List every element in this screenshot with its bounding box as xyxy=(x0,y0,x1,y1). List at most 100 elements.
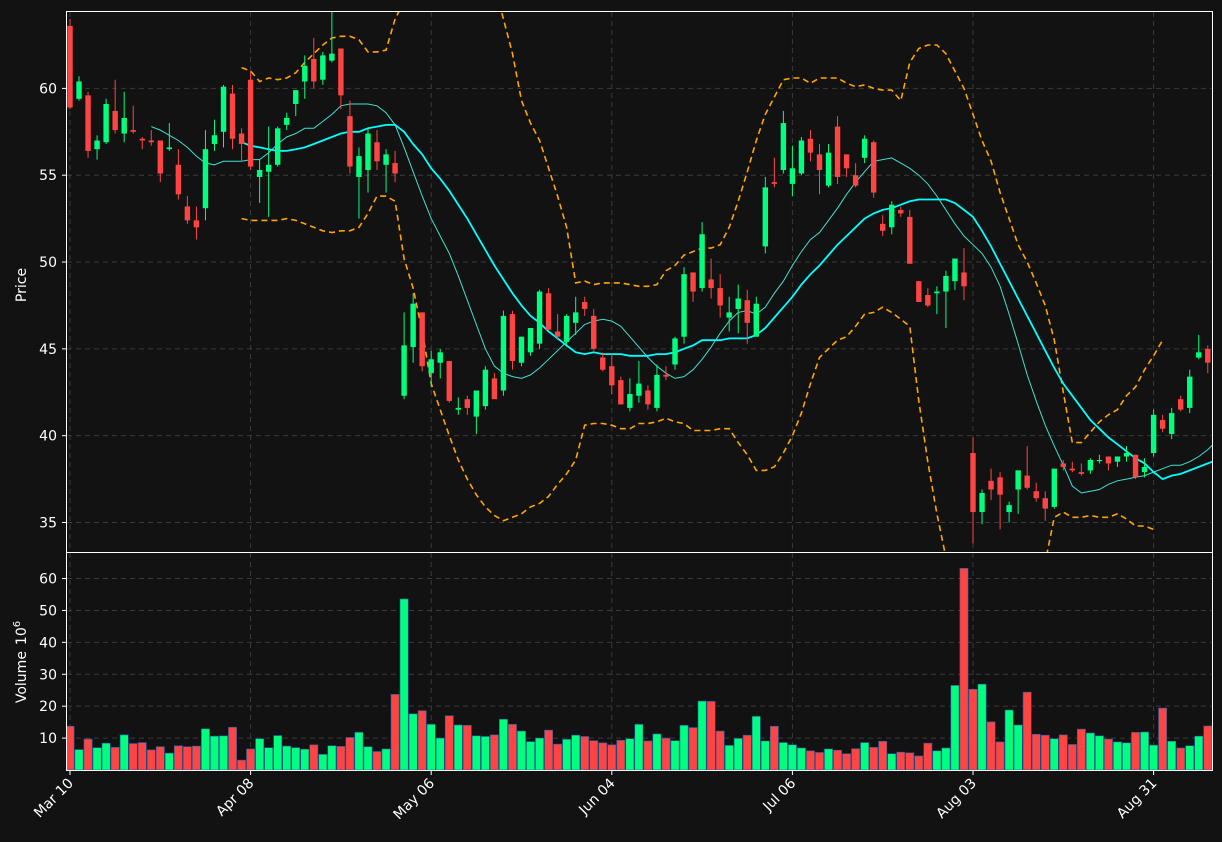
ma-fast-line xyxy=(151,103,1212,494)
candle-body xyxy=(67,25,73,108)
candle xyxy=(356,147,362,219)
volume-bar xyxy=(426,724,436,770)
candle-body xyxy=(473,390,480,417)
volume-bar xyxy=(499,718,508,770)
candle xyxy=(139,137,145,150)
volume-bar xyxy=(363,746,373,770)
candle xyxy=(509,310,516,370)
candle-body xyxy=(1033,491,1039,499)
candle-body xyxy=(166,147,173,150)
volume-bar xyxy=(490,734,499,770)
volume-bar xyxy=(74,749,84,770)
candle xyxy=(1114,456,1121,467)
volume-bar xyxy=(905,752,915,770)
candle-body xyxy=(1132,454,1139,478)
candle xyxy=(852,163,859,188)
candle-body xyxy=(220,86,227,132)
candle-body xyxy=(392,163,398,174)
candle-body xyxy=(374,142,380,162)
candle-body xyxy=(898,209,904,214)
candle xyxy=(1087,458,1094,474)
candle-body xyxy=(446,361,452,401)
candle-body xyxy=(482,369,489,407)
candle-body xyxy=(184,206,191,221)
candle xyxy=(591,308,597,351)
candle-body xyxy=(256,170,263,177)
candlesticks xyxy=(67,12,1211,544)
candle-body xyxy=(383,154,389,165)
candle-body xyxy=(1096,459,1103,462)
candle xyxy=(329,12,335,63)
bollinger-lower-line xyxy=(241,195,1154,552)
volume-bar xyxy=(652,733,662,770)
volume-bar xyxy=(544,729,553,770)
candle xyxy=(482,366,489,410)
volume-bar xyxy=(616,740,626,770)
volume-bar xyxy=(1203,725,1212,770)
candle xyxy=(274,126,281,167)
volume-bar xyxy=(860,742,870,770)
candle xyxy=(85,91,91,158)
volume-bar xyxy=(345,737,355,770)
candle-body xyxy=(202,149,209,209)
volume-bar xyxy=(390,694,400,770)
volume-bar xyxy=(309,744,319,770)
candle-body xyxy=(545,293,552,330)
volume-bar xyxy=(815,752,824,770)
volume-bar xyxy=(878,740,888,770)
candle xyxy=(473,390,480,434)
candle-body xyxy=(789,168,796,184)
volume-bar xyxy=(697,700,707,770)
volume-bar xyxy=(806,750,815,770)
candle-body xyxy=(870,142,877,193)
candle-body xyxy=(970,453,976,513)
candle xyxy=(374,130,380,171)
candle-body xyxy=(85,95,91,151)
volume-bar xyxy=(580,736,590,770)
candle xyxy=(563,314,570,348)
candle xyxy=(952,258,958,290)
candle xyxy=(780,110,787,174)
volume-bar xyxy=(1076,728,1086,770)
candle-body xyxy=(157,140,163,174)
candle-body xyxy=(1024,475,1030,488)
volume-bar xyxy=(128,743,138,770)
candle-body xyxy=(247,79,254,167)
candle-body xyxy=(861,138,868,158)
candle xyxy=(726,296,732,332)
volume-bar xyxy=(733,738,743,770)
candle xyxy=(789,145,796,197)
volume-bar xyxy=(435,737,445,770)
candle xyxy=(1196,334,1202,360)
volume-bar xyxy=(228,726,237,770)
candle xyxy=(302,55,308,99)
candle-body xyxy=(1069,468,1076,471)
volume-bar xyxy=(264,747,274,770)
volume-axis-label-exponent: 6 xyxy=(12,621,23,627)
volume-bar xyxy=(571,734,581,770)
candle-body xyxy=(952,258,958,282)
candle xyxy=(1150,409,1157,457)
volume-bar xyxy=(1067,744,1077,770)
candle xyxy=(961,248,967,301)
candle xyxy=(690,272,696,302)
price-tick-label: 50 xyxy=(39,255,57,271)
volume-bar xyxy=(1049,738,1059,770)
volume-bar xyxy=(769,725,779,770)
volume-bar xyxy=(164,752,174,770)
candle-body xyxy=(627,393,633,408)
volume-bar xyxy=(291,747,301,770)
candle xyxy=(157,140,163,183)
candle xyxy=(627,378,633,412)
candle xyxy=(256,159,263,203)
candle xyxy=(663,366,669,381)
candle xyxy=(500,310,507,396)
volume-bar xyxy=(318,754,328,770)
candle-body xyxy=(1105,456,1112,464)
volume-bar xyxy=(137,742,147,770)
candle xyxy=(392,150,398,183)
volume-bar xyxy=(453,724,463,770)
candle xyxy=(762,176,769,254)
candle-body xyxy=(816,154,823,171)
